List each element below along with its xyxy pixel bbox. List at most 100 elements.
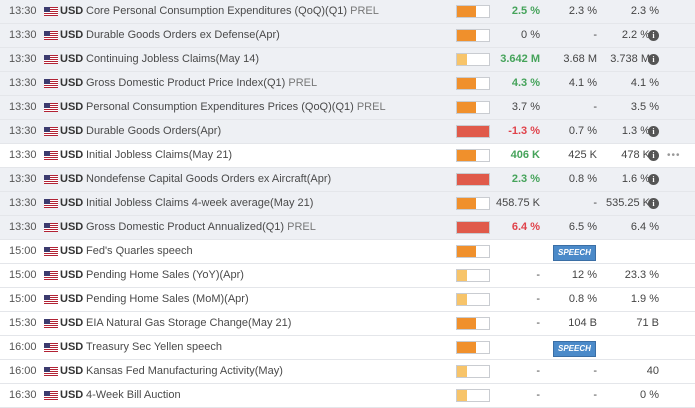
us-flag-icon xyxy=(44,391,58,400)
us-flag-icon xyxy=(44,367,58,376)
event-row[interactable]: 13:30 USD Nondefense Capital Goods Orders … xyxy=(0,168,695,192)
us-flag-icon xyxy=(44,79,58,88)
actual-value: - xyxy=(536,389,540,401)
info-icon[interactable]: i xyxy=(648,54,659,65)
us-flag-icon xyxy=(44,295,58,304)
actual-value: 2.3 % xyxy=(511,173,540,185)
us-flag-icon xyxy=(44,55,58,64)
event-name[interactable]: Initial Jobless Claims 4-week average(Ma… xyxy=(86,192,451,215)
event-row[interactable]: 13:30 USD Core Personal Consumption Expend… xyxy=(0,0,695,24)
currency-code: USD xyxy=(60,125,84,137)
consensus-value: - xyxy=(593,29,597,41)
info-icon[interactable]: i xyxy=(648,30,659,41)
event-row[interactable]: 13:30 USD Gross Domestic Product Price Ind… xyxy=(0,72,695,96)
more-options-icon[interactable]: ••• xyxy=(667,150,681,161)
currency-code: USD xyxy=(60,29,84,41)
currency-code: USD xyxy=(60,293,84,305)
us-flag-icon xyxy=(44,199,58,208)
info-icon[interactable]: i xyxy=(648,198,659,209)
event-row[interactable]: 13:30 USD Initial Jobless Claims(May 21) 40… xyxy=(0,144,695,168)
event-name[interactable]: Durable Goods Orders ex Defense(Apr) xyxy=(86,24,451,47)
event-row[interactable]: 15:30 USD EIA Natural Gas Storage Change(M… xyxy=(0,312,695,336)
previous-value: 2.3 % xyxy=(630,5,659,17)
event-time: 15:00 xyxy=(9,293,37,305)
impact-fill xyxy=(457,78,477,89)
impact-bar xyxy=(456,125,490,138)
impact-bar xyxy=(456,149,490,162)
actual-value: 458.75 K xyxy=(495,197,540,209)
previous-value: 6.4 % xyxy=(630,221,659,233)
event-title: Pending Home Sales (MoM)(Apr) xyxy=(86,293,249,305)
event-row[interactable]: 13:30 USD Durable Goods Orders ex Defense(… xyxy=(0,24,695,48)
impact-bar xyxy=(456,197,490,210)
event-row[interactable]: 16:00 USD Treasury Sec Yellen speech SPEECH xyxy=(0,336,695,360)
event-name[interactable]: 4-Week Bill Auction xyxy=(86,384,451,407)
actual-value: 2.5 % xyxy=(511,5,540,17)
event-name[interactable]: Continuing Jobless Claims(May 14) xyxy=(86,48,451,71)
event-row[interactable]: 13:30 USD Durable Goods Orders(Apr) -1.3 % 0… xyxy=(0,120,695,144)
event-title: Durable Goods Orders(Apr) xyxy=(86,125,222,137)
event-row[interactable]: 13:30 USD Gross Domestic Product Annualize… xyxy=(0,216,695,240)
info-icon[interactable]: i xyxy=(648,174,659,185)
event-time: 13:30 xyxy=(9,53,37,65)
actual-value: - xyxy=(536,293,540,305)
event-name[interactable]: Core Personal Consumption Expenditures (… xyxy=(86,0,451,23)
consensus-value: 12 % xyxy=(571,269,597,281)
event-row[interactable]: 15:00 USD Pending Home Sales (MoM)(Apr) - 0.… xyxy=(0,288,695,312)
info-icon[interactable]: i xyxy=(648,150,659,161)
event-row[interactable]: 16:00 USD Kansas Fed Manufacturing Activit… xyxy=(0,360,695,384)
event-name[interactable]: Nondefense Capital Goods Orders ex Aircr… xyxy=(86,168,451,191)
event-name[interactable]: Pending Home Sales (MoM)(Apr) xyxy=(86,288,451,311)
event-title: Core Personal Consumption Expenditures (… xyxy=(86,5,348,17)
event-row[interactable]: 16:30 USD 4-Week Bill Auction - - 0 % xyxy=(0,384,695,408)
event-row[interactable]: 13:30 USD Personal Consumption Expenditure… xyxy=(0,96,695,120)
consensus-value: 2.3 % xyxy=(568,5,597,17)
event-title: Nondefense Capital Goods Orders ex Aircr… xyxy=(86,173,332,185)
currency-code: USD xyxy=(60,149,84,161)
speech-badge: SPEECH xyxy=(553,245,596,261)
event-name[interactable]: Pending Home Sales (YoY)(Apr) xyxy=(86,264,451,287)
event-title: Personal Consumption Expenditures Prices… xyxy=(86,101,354,113)
event-row[interactable]: 15:00 USD Fed's Quarles speech SPEECH xyxy=(0,240,695,264)
impact-fill xyxy=(457,6,477,17)
impact-fill xyxy=(457,294,467,305)
event-name[interactable]: Gross Domestic Product Price Index(Q1) P… xyxy=(86,72,451,95)
event-title: Gross Domestic Product Annualized(Q1) xyxy=(86,221,285,233)
event-time: 13:30 xyxy=(9,5,37,17)
consensus-value: 0.7 % xyxy=(568,125,597,137)
impact-fill xyxy=(457,198,477,209)
event-name[interactable]: Treasury Sec Yellen speech xyxy=(86,336,451,359)
impact-fill xyxy=(457,246,477,257)
event-row[interactable]: 15:00 USD Pending Home Sales (YoY)(Apr) - 12… xyxy=(0,264,695,288)
event-name[interactable]: EIA Natural Gas Storage Change(May 21) xyxy=(86,312,451,335)
event-time: 13:30 xyxy=(9,221,37,233)
event-name[interactable]: Fed's Quarles speech xyxy=(86,240,451,263)
consensus-value: 0.8 % xyxy=(568,173,597,185)
info-icon[interactable]: i xyxy=(648,126,659,137)
event-row[interactable]: 13:30 USD Initial Jobless Claims 4-week av… xyxy=(0,192,695,216)
impact-fill xyxy=(457,342,477,353)
us-flag-icon xyxy=(44,343,58,352)
previous-value: 0 % xyxy=(640,389,659,401)
event-row[interactable]: 13:30 USD Continuing Jobless Claims(May 14… xyxy=(0,48,695,72)
currency-code: USD xyxy=(60,389,84,401)
previous-value: 71 B xyxy=(636,317,659,329)
actual-value: 4.3 % xyxy=(511,77,540,89)
event-time: 16:00 xyxy=(9,365,37,377)
event-title: Kansas Fed Manufacturing Activity(May) xyxy=(86,365,283,377)
previous-value: 478 K xyxy=(621,149,650,161)
consensus-value: 3.68 M xyxy=(563,53,597,65)
actual-value: - xyxy=(536,269,540,281)
event-time: 13:30 xyxy=(9,101,37,113)
event-name[interactable]: Gross Domestic Product Annualized(Q1) PR… xyxy=(86,216,451,239)
event-name[interactable]: Initial Jobless Claims(May 21) xyxy=(86,144,451,167)
actual-value: 0 % xyxy=(521,29,540,41)
impact-fill xyxy=(457,222,489,233)
event-name[interactable]: Kansas Fed Manufacturing Activity(May) xyxy=(86,360,451,383)
event-name[interactable]: Personal Consumption Expenditures Prices… xyxy=(86,96,451,119)
actual-value: 3.7 % xyxy=(511,101,540,113)
event-name[interactable]: Durable Goods Orders(Apr) xyxy=(86,120,451,143)
impact-bar xyxy=(456,53,490,66)
currency-code: USD xyxy=(60,197,84,209)
